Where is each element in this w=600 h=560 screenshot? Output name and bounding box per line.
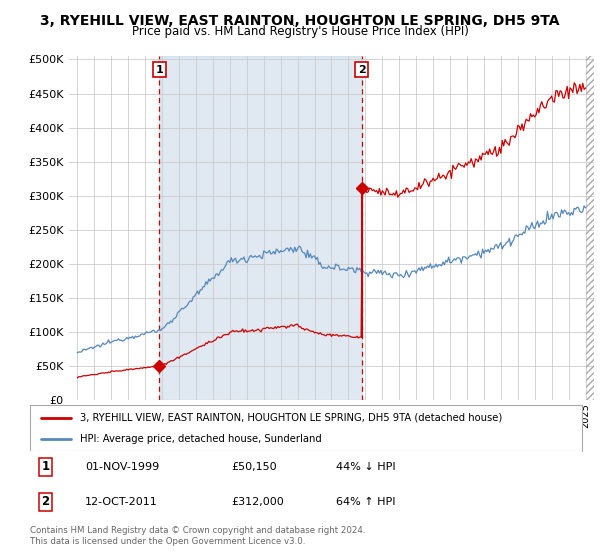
Text: Price paid vs. HM Land Registry's House Price Index (HPI): Price paid vs. HM Land Registry's House …	[131, 25, 469, 38]
Text: £312,000: £312,000	[232, 497, 284, 507]
Text: 64% ↑ HPI: 64% ↑ HPI	[337, 497, 396, 507]
Text: 2: 2	[41, 495, 50, 508]
Text: 12-OCT-2011: 12-OCT-2011	[85, 497, 158, 507]
Text: Contains HM Land Registry data © Crown copyright and database right 2024.
This d: Contains HM Land Registry data © Crown c…	[30, 526, 365, 546]
Text: 3, RYEHILL VIEW, EAST RAINTON, HOUGHTON LE SPRING, DH5 9TA: 3, RYEHILL VIEW, EAST RAINTON, HOUGHTON …	[40, 14, 560, 28]
Text: 3, RYEHILL VIEW, EAST RAINTON, HOUGHTON LE SPRING, DH5 9TA (detached house): 3, RYEHILL VIEW, EAST RAINTON, HOUGHTON …	[80, 413, 502, 423]
Bar	[586, 56, 594, 400]
Text: 44% ↓ HPI: 44% ↓ HPI	[337, 462, 396, 472]
Bar	[159, 56, 362, 400]
Text: HPI: Average price, detached house, Sunderland: HPI: Average price, detached house, Sund…	[80, 435, 322, 444]
Text: 01-NOV-1999: 01-NOV-1999	[85, 462, 160, 472]
Text: 2: 2	[358, 64, 365, 74]
Text: 1: 1	[155, 64, 163, 74]
Text: £50,150: £50,150	[232, 462, 277, 472]
Text: 1: 1	[41, 460, 50, 473]
